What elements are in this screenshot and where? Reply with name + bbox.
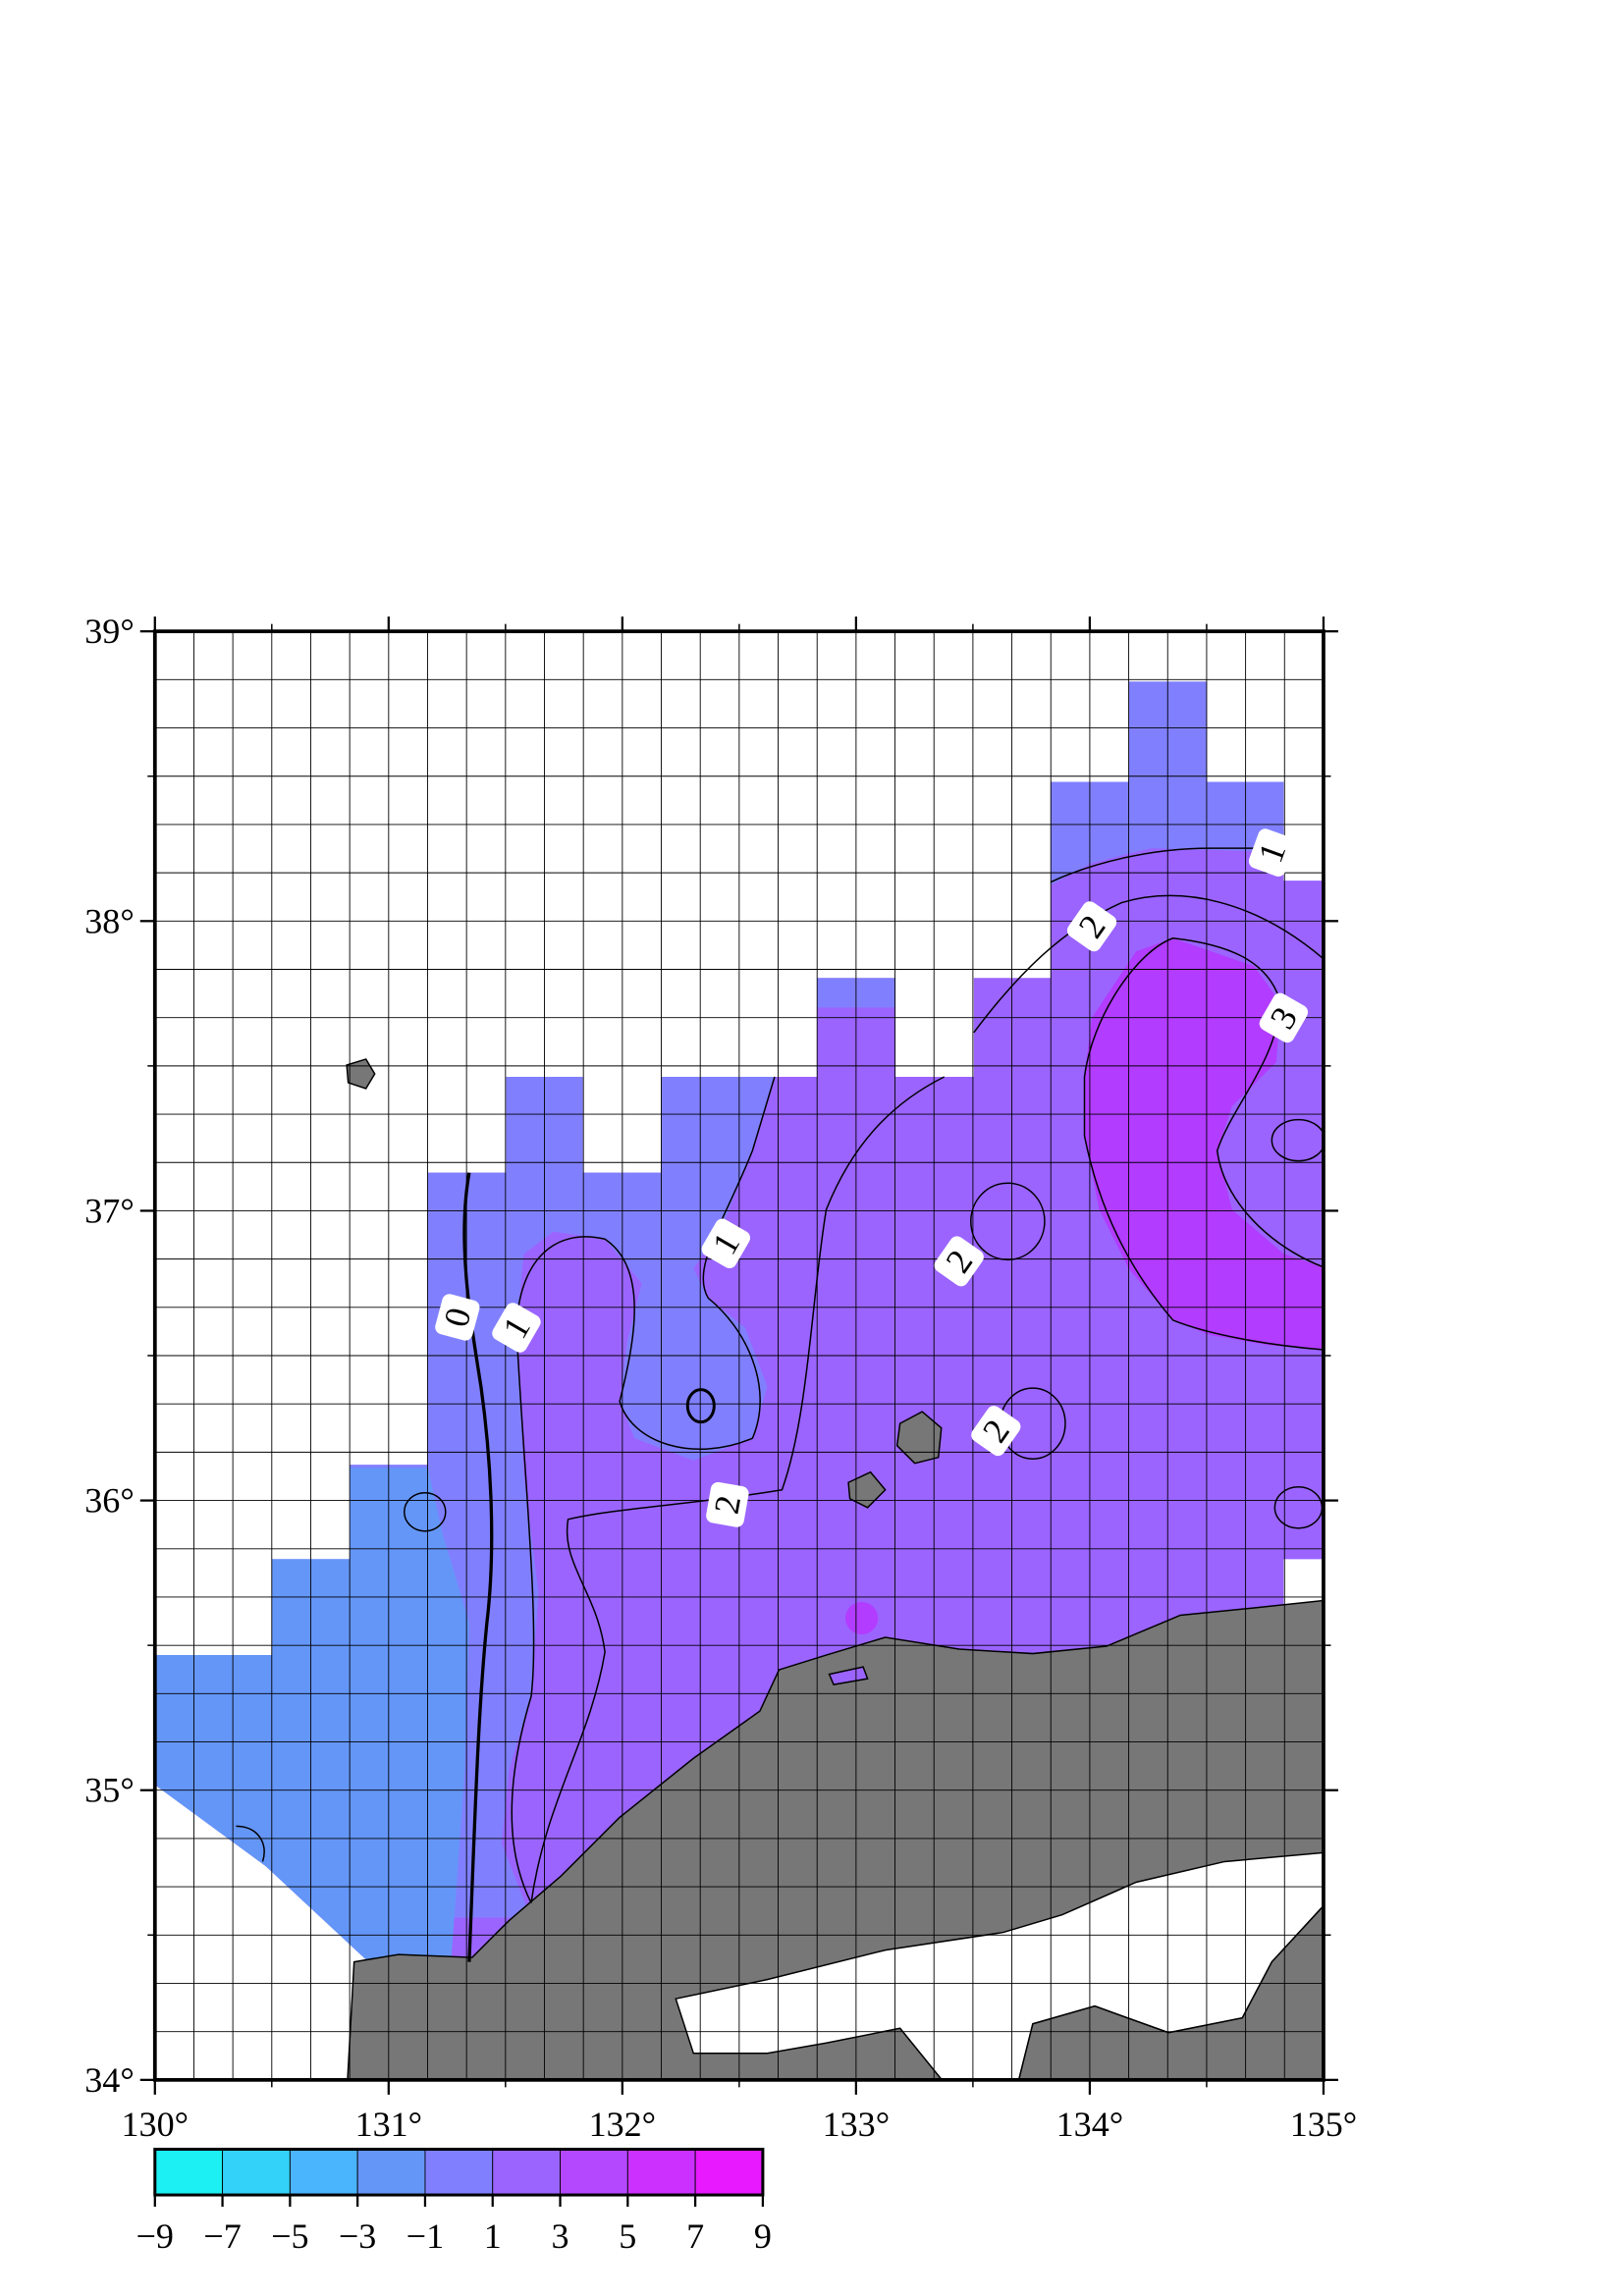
contour-label-box <box>706 1481 749 1527</box>
colorbar-swatch <box>560 2149 628 2196</box>
y-tick-label: 38° <box>84 901 134 940</box>
contour-label-box <box>435 1294 480 1341</box>
contour-1 <box>511 1076 776 1903</box>
contour-2 <box>530 1076 946 1903</box>
colorbar-tick-label: −3 <box>339 2216 376 2256</box>
land <box>346 1058 1324 2080</box>
field-3-5 <box>845 1601 879 1635</box>
contour-label: 3 <box>1259 992 1309 1043</box>
colorbar-swatch <box>626 2149 696 2196</box>
colorbar-tick-label: −7 <box>203 2216 241 2256</box>
contour-2 <box>970 1182 1046 1261</box>
contour-label: 1 <box>1248 828 1295 877</box>
colorbar-tick-label: 3 <box>552 2216 569 2256</box>
shikoku <box>1017 1904 1324 2080</box>
field-3-5 <box>1084 937 1324 1350</box>
y-tick-label: 36° <box>84 1481 134 1521</box>
contour-label-box <box>701 1218 751 1269</box>
colorbar-swatch <box>492 2149 561 2196</box>
contour-label-box <box>934 1236 984 1287</box>
contour-label-box <box>492 1303 541 1353</box>
colorbar-tick-label: −5 <box>271 2216 308 2256</box>
x-tick-label: 131° <box>355 2105 423 2144</box>
contour-0 <box>403 1492 447 1532</box>
contour-0 <box>462 1172 494 1962</box>
contour-label-box <box>1248 828 1295 877</box>
colorbar-tick-label: 9 <box>754 2216 772 2256</box>
x-tick-label: 135° <box>1290 2105 1358 2144</box>
contour-label-box <box>971 1406 1021 1457</box>
y-tick-label: 39° <box>84 612 134 651</box>
island <box>895 1411 943 1465</box>
lake <box>828 1666 869 1685</box>
x-tick-label: 130° <box>122 2105 189 2144</box>
colorbar-swatch <box>154 2149 224 2196</box>
contour-label: 1 <box>492 1303 541 1353</box>
colorbar-swatch <box>289 2149 358 2196</box>
colorbar-tick-label: −1 <box>406 2216 444 2256</box>
x-tick-label: 132° <box>589 2105 657 2144</box>
contour-2 <box>973 894 1324 1034</box>
island <box>847 1470 887 1509</box>
contour-label: 2 <box>934 1236 984 1287</box>
colorbar-tick-label: 5 <box>619 2216 636 2256</box>
contour-label-box <box>1259 992 1309 1043</box>
contour-label-box <box>1066 901 1117 952</box>
x-tick-label: 134° <box>1056 2105 1124 2144</box>
colorbar-swatch <box>356 2149 426 2196</box>
contour-label: 0 <box>435 1294 480 1341</box>
axes: 130° 131° 132° 133° 134° 135° 34° 35° 36° 37° 38° 3… <box>84 612 1357 2144</box>
contour-m1 <box>236 1825 265 1862</box>
contour-label: 2 <box>706 1481 749 1527</box>
colorbar-tick-label: 1 <box>484 2216 502 2256</box>
contour-label: 2 <box>1066 901 1117 952</box>
colorbar-tick-label: 7 <box>686 2216 704 2256</box>
contour-label: 1 <box>701 1218 751 1269</box>
y-tick-label: 37° <box>84 1191 134 1230</box>
field-m3-m1 <box>154 1468 469 1977</box>
colorbar-tick-label: −9 <box>136 2216 174 2256</box>
contour-3 <box>1083 1076 1324 1351</box>
contour-0 <box>685 1388 716 1424</box>
colorbar-swatch <box>222 2149 291 2196</box>
colorbar: −9 −7 −5 −3 −1 1 3 5 7 9 <box>136 2147 772 2256</box>
island <box>346 1058 376 1090</box>
grid <box>154 631 1324 2080</box>
x-tick-label: 133° <box>823 2105 891 2144</box>
field-m1-1 <box>1032 681 1324 885</box>
y-tick-label: 34° <box>84 2060 134 2100</box>
y-tick-label: 35° <box>84 1771 134 1810</box>
contour-3 <box>1271 1118 1324 1162</box>
colorbar-swatch <box>424 2149 494 2196</box>
contour-1 <box>1050 847 1284 883</box>
contour-label: 2 <box>971 1406 1021 1457</box>
colorbar-frame <box>153 2147 765 2197</box>
colorbar-swatch <box>694 2149 764 2196</box>
